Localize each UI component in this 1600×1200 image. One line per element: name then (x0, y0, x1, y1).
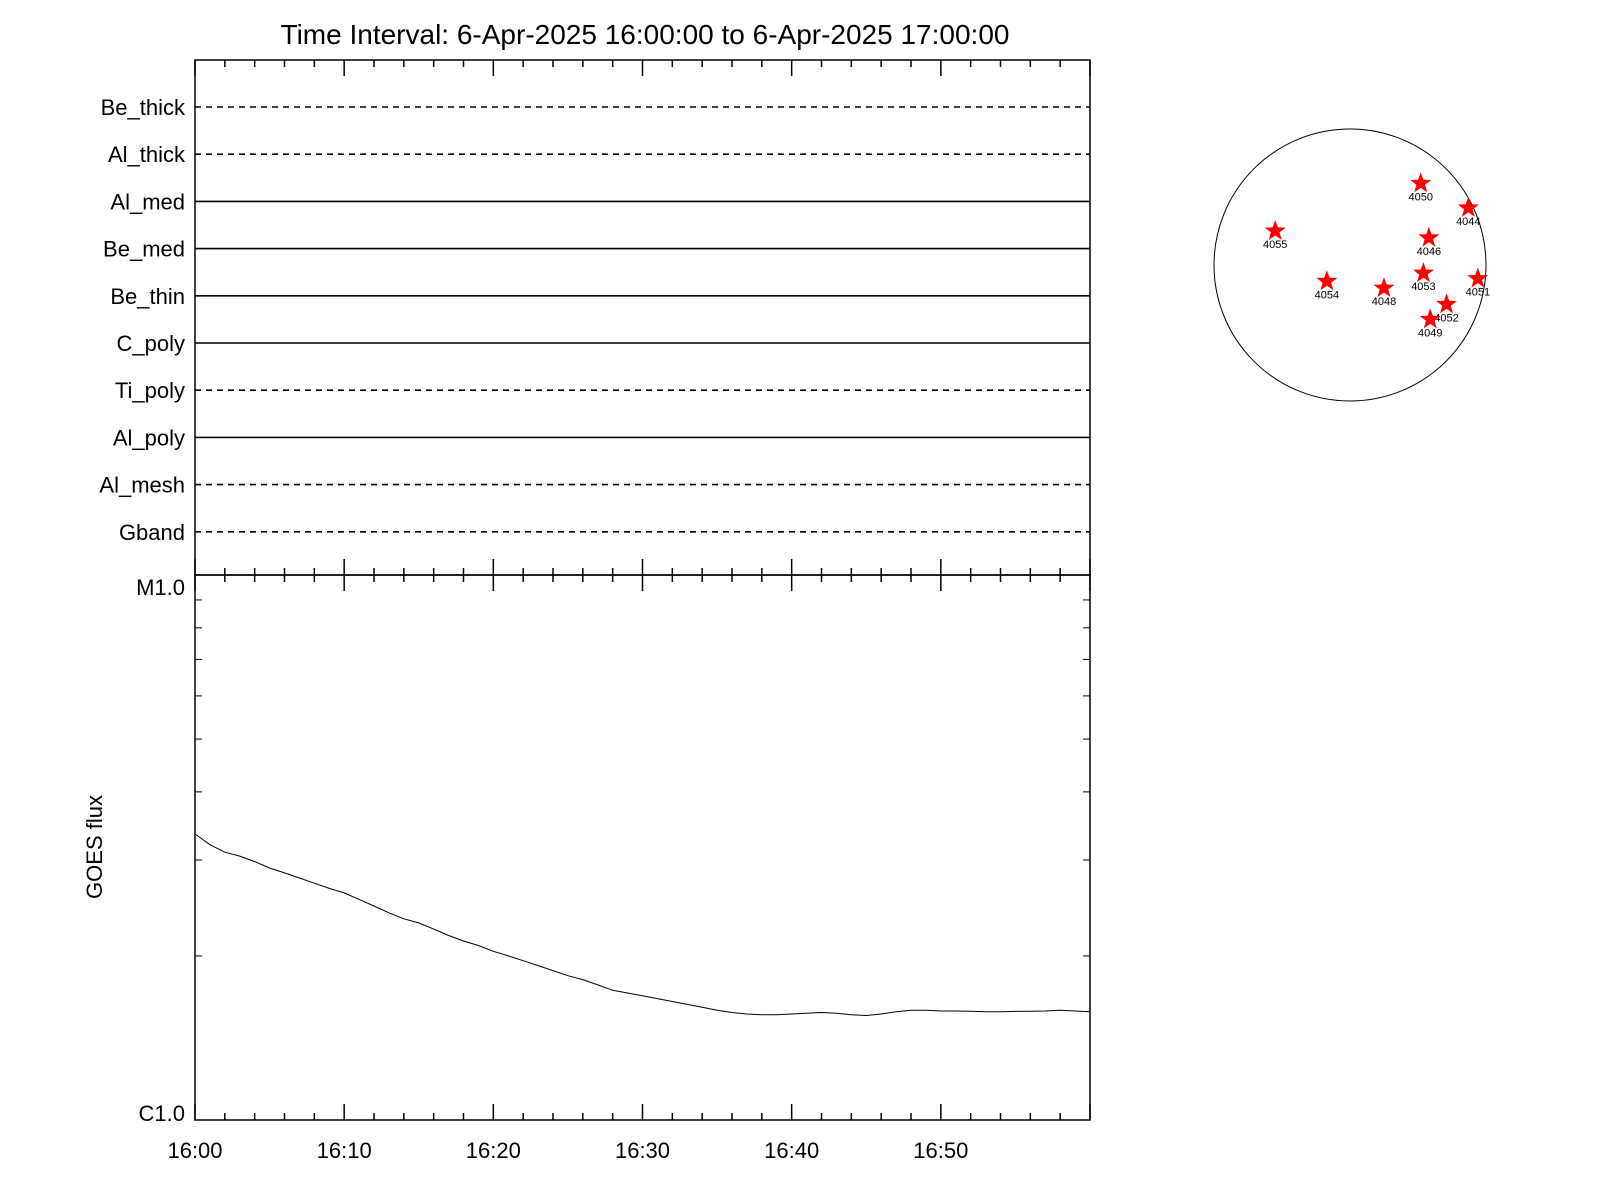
x-tick-label: 16:00 (167, 1138, 222, 1163)
filter-panel: Be_thick Al_thick Al_med Be_med Be_thin C_pol… (99, 95, 1090, 545)
active-region-star (1373, 277, 1395, 297)
active-region-star (1467, 267, 1489, 288)
x-tick-label: 16:30 (615, 1138, 670, 1163)
active-region-label: 4048 (1372, 296, 1396, 308)
active-region-star (1436, 293, 1457, 314)
goes-panel-frame (194, 574, 1091, 1121)
filter-label-c-poly: C_poly (117, 331, 185, 356)
filter-label-al-mesh: Al_mesh (99, 473, 185, 498)
goes-panel (194, 599, 1091, 1017)
active-region-label: 4055 (1263, 239, 1287, 251)
x-tick-label: 16:40 (764, 1138, 819, 1163)
filter-label-ti-poly: Ti_poly (115, 378, 185, 403)
active-region-star (1413, 262, 1434, 283)
active-region-label: 4044 (1456, 216, 1480, 228)
active-region-star (1264, 220, 1286, 240)
x-tick-label: 16:50 (913, 1138, 968, 1163)
filter-label-be-med: Be_med (103, 237, 185, 262)
filter-panel-frame (194, 59, 1091, 576)
goes-flux-line (194, 833, 1091, 1017)
x-tick-label: 16:20 (466, 1138, 521, 1163)
goes-y-tick-bottom: C1.0 (139, 1101, 185, 1126)
filter-label-be-thick: Be_thick (101, 95, 186, 120)
active-region-star (1419, 308, 1441, 329)
active-region-markers: 4050 4044 4055 4046 4054 4048 4053 4051 4052 4049 (1263, 172, 1490, 339)
active-region-label: 4046 (1417, 246, 1441, 258)
active-region-label: 4050 (1408, 191, 1432, 203)
active-region-star (1457, 196, 1479, 217)
filter-panel-ticks (194, 60, 1091, 1120)
x-tick-label: 16:10 (317, 1138, 372, 1163)
active-region-label: 4054 (1315, 289, 1339, 301)
goes-y-tick-top: M1.0 (136, 575, 185, 600)
active-region-star (1316, 270, 1338, 291)
filter-label-al-poly: Al_poly (113, 425, 185, 450)
solar-disk (1213, 128, 1487, 402)
filter-label-al-thick: Al_thick (108, 142, 186, 167)
filter-label-be-thin: Be_thin (110, 284, 185, 309)
active-region-label: 4049 (1418, 327, 1442, 339)
filter-label-gband: Gband (119, 520, 185, 545)
goes-y-axis-label: GOES flux (82, 795, 107, 899)
chart-title: Time Interval: 6-Apr-2025 16:00:00 to 6-… (281, 19, 1010, 50)
active-region-star (1410, 172, 1432, 193)
active-region-star (1418, 226, 1440, 247)
active-region-label: 4051 (1466, 287, 1490, 299)
filter-label-al-med: Al_med (110, 189, 185, 214)
active-region-label: 4053 (1411, 281, 1435, 293)
active-region-label: 4052 (1434, 312, 1458, 324)
x-axis-tick-labels: 16:00 16:10 16:20 16:30 16:40 16:50 (167, 1138, 968, 1163)
